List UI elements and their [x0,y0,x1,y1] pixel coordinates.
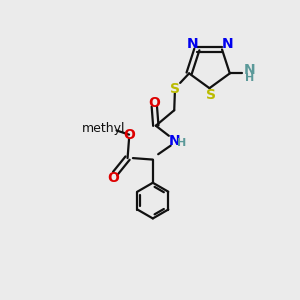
Text: N: N [244,63,255,77]
Text: O: O [123,128,135,142]
Text: N: N [187,37,198,51]
Text: O: O [148,96,160,110]
Text: H: H [245,73,254,82]
Text: O: O [108,171,119,185]
Text: methyl: methyl [82,122,126,135]
Text: N: N [222,37,233,51]
Text: H: H [177,138,187,148]
Text: S: S [206,88,216,102]
Text: S: S [170,82,180,96]
Text: N: N [168,134,180,148]
